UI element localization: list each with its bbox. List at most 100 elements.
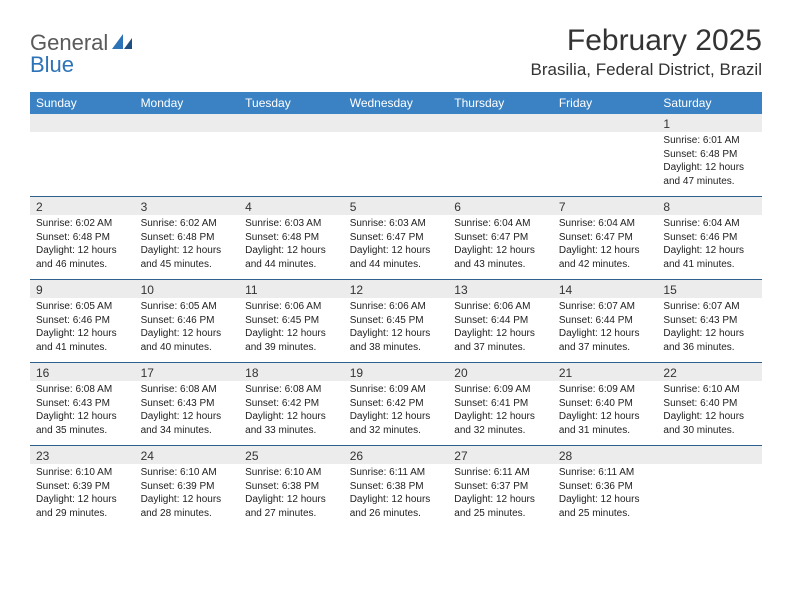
week-row: 9Sunrise: 6:05 AMSunset: 6:46 PMDaylight…	[30, 279, 762, 362]
sunset-text: Sunset: 6:44 PM	[559, 314, 652, 328]
sunrise-text: Sunrise: 6:06 AM	[350, 300, 443, 314]
day-cell	[344, 114, 449, 196]
sunrise-text: Sunrise: 6:05 AM	[141, 300, 234, 314]
daylight-text: Daylight: 12 hours and 32 minutes.	[350, 410, 443, 437]
sunset-text: Sunset: 6:38 PM	[350, 480, 443, 494]
sunrise-text: Sunrise: 6:10 AM	[663, 383, 756, 397]
daylight-text: Daylight: 12 hours and 36 minutes.	[663, 327, 756, 354]
day-body: Sunrise: 6:08 AMSunset: 6:43 PMDaylight:…	[30, 381, 135, 441]
sunset-text: Sunset: 6:47 PM	[559, 231, 652, 245]
day-cell: 2Sunrise: 6:02 AMSunset: 6:48 PMDaylight…	[30, 197, 135, 279]
sunrise-text: Sunrise: 6:09 AM	[559, 383, 652, 397]
day-number	[553, 114, 658, 132]
day-body: Sunrise: 6:09 AMSunset: 6:42 PMDaylight:…	[344, 381, 449, 441]
daylight-text: Daylight: 12 hours and 40 minutes.	[141, 327, 234, 354]
sunrise-text: Sunrise: 6:10 AM	[36, 466, 129, 480]
day-body: Sunrise: 6:02 AMSunset: 6:48 PMDaylight:…	[30, 215, 135, 275]
day-cell: 18Sunrise: 6:08 AMSunset: 6:42 PMDayligh…	[239, 363, 344, 445]
day-number: 6	[448, 197, 553, 215]
location-subtitle: Brasilia, Federal District, Brazil	[531, 60, 762, 80]
day-body: Sunrise: 6:08 AMSunset: 6:43 PMDaylight:…	[135, 381, 240, 441]
day-number: 2	[30, 197, 135, 215]
daylight-text: Daylight: 12 hours and 27 minutes.	[245, 493, 338, 520]
day-cell: 15Sunrise: 6:07 AMSunset: 6:43 PMDayligh…	[657, 280, 762, 362]
daylight-text: Daylight: 12 hours and 46 minutes.	[36, 244, 129, 271]
sunset-text: Sunset: 6:43 PM	[663, 314, 756, 328]
sunset-text: Sunset: 6:48 PM	[36, 231, 129, 245]
daylight-text: Daylight: 12 hours and 31 minutes.	[559, 410, 652, 437]
sunset-text: Sunset: 6:48 PM	[663, 148, 756, 162]
day-cell: 14Sunrise: 6:07 AMSunset: 6:44 PMDayligh…	[553, 280, 658, 362]
daylight-text: Daylight: 12 hours and 25 minutes.	[454, 493, 547, 520]
day-body: Sunrise: 6:04 AMSunset: 6:47 PMDaylight:…	[553, 215, 658, 275]
day-body: Sunrise: 6:10 AMSunset: 6:39 PMDaylight:…	[135, 464, 240, 524]
sunset-text: Sunset: 6:37 PM	[454, 480, 547, 494]
daylight-text: Daylight: 12 hours and 32 minutes.	[454, 410, 547, 437]
sunrise-text: Sunrise: 6:01 AM	[663, 134, 756, 148]
day-cell: 19Sunrise: 6:09 AMSunset: 6:42 PMDayligh…	[344, 363, 449, 445]
day-cell: 4Sunrise: 6:03 AMSunset: 6:48 PMDaylight…	[239, 197, 344, 279]
sunrise-text: Sunrise: 6:09 AM	[454, 383, 547, 397]
logo-sail-icon	[112, 32, 134, 55]
day-body: Sunrise: 6:03 AMSunset: 6:48 PMDaylight:…	[239, 215, 344, 275]
daylight-text: Daylight: 12 hours and 42 minutes.	[559, 244, 652, 271]
day-body: Sunrise: 6:10 AMSunset: 6:40 PMDaylight:…	[657, 381, 762, 441]
daylight-text: Daylight: 12 hours and 37 minutes.	[454, 327, 547, 354]
day-number: 18	[239, 363, 344, 381]
sunrise-text: Sunrise: 6:08 AM	[141, 383, 234, 397]
daylight-text: Daylight: 12 hours and 43 minutes.	[454, 244, 547, 271]
day-cell: 20 Sunrise: 6:09 AMSunset: 6:41 PMDayligh…	[448, 363, 553, 445]
daylight-text: Daylight: 12 hours and 45 minutes.	[141, 244, 234, 271]
day-number: 10	[135, 280, 240, 298]
sunset-text: Sunset: 6:41 PM	[454, 397, 547, 411]
sunrise-text: Sunrise: 6:08 AM	[36, 383, 129, 397]
day-number	[657, 446, 762, 464]
daylight-text: Daylight: 12 hours and 44 minutes.	[245, 244, 338, 271]
daylight-text: Daylight: 12 hours and 35 minutes.	[36, 410, 129, 437]
sunrise-text: Sunrise: 6:09 AM	[350, 383, 443, 397]
sunset-text: Sunset: 6:40 PM	[663, 397, 756, 411]
day-body: Sunrise: 6:06 AMSunset: 6:44 PMDaylight:…	[448, 298, 553, 358]
sunrise-text: Sunrise: 6:06 AM	[454, 300, 547, 314]
daylight-text: Daylight: 12 hours and 25 minutes.	[559, 493, 652, 520]
sunrise-text: Sunrise: 6:08 AM	[245, 383, 338, 397]
day-cell	[657, 446, 762, 528]
day-number: 27	[448, 446, 553, 464]
day-number: 16	[30, 363, 135, 381]
day-body: Sunrise: 6:08 AMSunset: 6:42 PMDaylight:…	[239, 381, 344, 441]
day-cell	[135, 114, 240, 196]
day-number: 3	[135, 197, 240, 215]
day-cell: 11Sunrise: 6:06 AMSunset: 6:45 PMDayligh…	[239, 280, 344, 362]
day-number: 19	[344, 363, 449, 381]
sunrise-text: Sunrise: 6:04 AM	[559, 217, 652, 231]
day-body: Sunrise: 6:09 AMSunset: 6:40 PMDaylight:…	[553, 381, 658, 441]
day-number	[448, 114, 553, 132]
week-row: 1Sunrise: 6:01 AMSunset: 6:48 PMDaylight…	[30, 114, 762, 196]
month-title: February 2025	[531, 24, 762, 58]
dow-header-row: Sunday Monday Tuesday Wednesday Thursday…	[30, 92, 762, 114]
day-cell: 6Sunrise: 6:04 AMSunset: 6:47 PMDaylight…	[448, 197, 553, 279]
day-body: Sunrise: 6:11 AMSunset: 6:38 PMDaylight:…	[344, 464, 449, 524]
sunset-text: Sunset: 6:48 PM	[141, 231, 234, 245]
dow-thursday: Thursday	[448, 92, 553, 114]
daylight-text: Daylight: 12 hours and 44 minutes.	[350, 244, 443, 271]
day-number: 28	[553, 446, 658, 464]
day-cell: 24Sunrise: 6:10 AMSunset: 6:39 PMDayligh…	[135, 446, 240, 528]
sunrise-text: Sunrise: 6:11 AM	[350, 466, 443, 480]
day-cell	[30, 114, 135, 196]
day-cell: 8Sunrise: 6:04 AMSunset: 6:46 PMDaylight…	[657, 197, 762, 279]
day-body: Sunrise: 6:02 AMSunset: 6:48 PMDaylight:…	[135, 215, 240, 275]
daylight-text: Daylight: 12 hours and 34 minutes.	[141, 410, 234, 437]
day-number: 15	[657, 280, 762, 298]
week-row: 16Sunrise: 6:08 AMSunset: 6:43 PMDayligh…	[30, 362, 762, 445]
week-row: 23Sunrise: 6:10 AMSunset: 6:39 PMDayligh…	[30, 445, 762, 528]
day-body: Sunrise: 6:10 AMSunset: 6:38 PMDaylight:…	[239, 464, 344, 524]
day-number: 22	[657, 363, 762, 381]
daylight-text: Daylight: 12 hours and 26 minutes.	[350, 493, 443, 520]
day-number: 13	[448, 280, 553, 298]
sunset-text: Sunset: 6:43 PM	[141, 397, 234, 411]
day-number: 20	[448, 363, 553, 381]
calendar-page: General February 2025 Brasilia, Federal …	[0, 0, 792, 548]
daylight-text: Daylight: 12 hours and 41 minutes.	[663, 244, 756, 271]
day-number	[344, 114, 449, 132]
